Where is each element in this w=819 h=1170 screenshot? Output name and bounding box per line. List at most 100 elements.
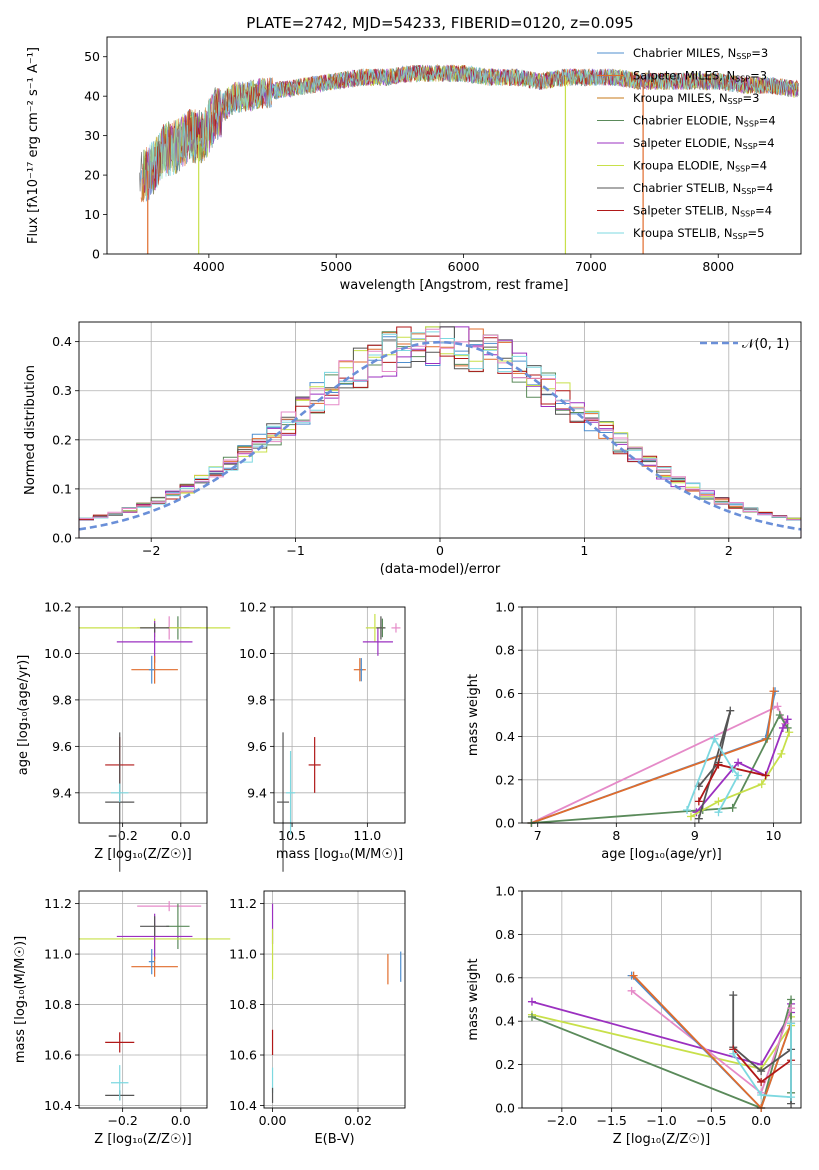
x-tick-label: 8000 xyxy=(702,259,734,274)
series-marker xyxy=(714,760,723,769)
x-axis-label: Z [log₁₀(Z/Z☉)] xyxy=(613,1132,710,1147)
y-tick-label: 10.6 xyxy=(229,1048,257,1063)
x-tick-label: −2.0 xyxy=(547,1113,577,1128)
legend-label: Chabrier ELODIE, NSSP=4 xyxy=(633,114,776,129)
y-tick-label: 9.4 xyxy=(247,785,267,800)
series-line xyxy=(690,731,791,818)
series-marker xyxy=(757,1090,766,1099)
histogram-step xyxy=(78,328,802,538)
y-tick-label: 10.4 xyxy=(229,1098,257,1113)
x-tick-label: −1.5 xyxy=(596,1113,626,1128)
spectrum-line xyxy=(144,64,799,193)
massweight-vs-metallicity-panel: −2.0 −1.5 −1.0 −0.5 0.0 0.0 0.2 0.4 0.6 0.8 1.0 Z [… xyxy=(466,884,802,1147)
series-marker xyxy=(694,797,703,806)
y-axis-label: mass weight xyxy=(466,958,481,1040)
y-tick-label: 10.2 xyxy=(44,600,72,615)
x-axis-label: (data-model)/error xyxy=(380,562,501,577)
x-tick-label: 10.5 xyxy=(278,828,306,843)
y-tick-label: 11.2 xyxy=(44,896,72,911)
series-marker xyxy=(683,806,692,815)
series-marker xyxy=(729,991,738,1000)
x-tick-label: 0.00 xyxy=(259,1113,287,1128)
series-marker xyxy=(728,803,737,812)
series-marker xyxy=(728,765,737,773)
y-tick-label: 0.4 xyxy=(495,1014,515,1029)
x-tick-label: 6000 xyxy=(448,259,480,274)
x-tick-label: 1 xyxy=(580,543,588,558)
x-tick-label: 0.02 xyxy=(344,1113,372,1128)
axes-frame xyxy=(521,606,802,824)
x-tick-label: 0.0 xyxy=(171,1113,191,1128)
residuals-panel: −2 −1 0 1 2 0.0 0.1 0.2 0.3 0.4 (data-model)/error… xyxy=(23,321,802,577)
series-marker xyxy=(787,1004,796,1013)
x-tick-label: 0 xyxy=(436,543,444,558)
y-tick-label: 0.8 xyxy=(495,927,515,942)
series-marker xyxy=(773,702,782,711)
axes-frame xyxy=(106,36,802,255)
y-tick-label: 10.4 xyxy=(44,1098,72,1113)
y-tick-label: 11.0 xyxy=(44,947,72,962)
y-axis-label: Flux [fλ10⁻¹⁷ erg cm⁻² s⁻¹ A⁻¹] xyxy=(26,47,41,244)
series-marker xyxy=(787,1019,796,1028)
y-tick-label: 0.6 xyxy=(495,686,515,701)
y-tick-label: 0.0 xyxy=(495,816,515,831)
mass-vs-metallicity-panel: −0.2 0.0 10.4 10.6 10.8 11.0 11.2 Z [log₁₀(Z/Z☉… xyxy=(13,890,231,1147)
x-tick-label: −1 xyxy=(286,543,304,558)
legend-label: Chabrier STELIB, NSSP=4 xyxy=(633,181,773,196)
y-tick-label: 20 xyxy=(84,168,100,183)
x-tick-label: 11.0 xyxy=(353,828,381,843)
x-axis-label: mass [log₁₀(M/M☉)] xyxy=(276,847,403,862)
legend-label: Chabrier MILES, NSSP=3 xyxy=(633,46,768,61)
x-tick-label: −2 xyxy=(142,543,160,558)
series-marker xyxy=(629,971,638,980)
y-tick-label: 1.0 xyxy=(495,600,515,615)
figure-title: PLATE=2742, MJD=54233, FIBERID=0120, z=0… xyxy=(246,14,633,32)
x-tick-label: −1.0 xyxy=(646,1113,676,1128)
y-tick-label: 0.2 xyxy=(495,1057,515,1072)
x-tick-label: 4000 xyxy=(193,259,225,274)
axes-frame xyxy=(78,606,208,824)
y-axis-label: age [log₁₀(age/yr)] xyxy=(16,655,31,776)
series-marker xyxy=(710,734,719,743)
y-tick-label: 10.0 xyxy=(239,646,267,661)
y-tick-label: 0.2 xyxy=(52,432,72,447)
y-tick-label: 0.8 xyxy=(495,643,515,658)
legend-label: Kroupa ELODIE, NSSP=4 xyxy=(633,159,767,174)
series-marker xyxy=(714,808,723,817)
series-line xyxy=(531,691,776,824)
spectrum-line xyxy=(145,65,799,202)
y-tick-label: 10.6 xyxy=(44,1048,72,1063)
age-vs-metallicity-panel: −0.2 0.0 9.4 9.6 9.8 10.0 10.2 Z [log₁₀(Z/Z☉)] a… xyxy=(16,600,231,872)
x-axis-label: Z [log₁₀(Z/Z☉)] xyxy=(94,1132,191,1147)
series-marker xyxy=(757,780,766,789)
age-vs-mass-panel: 10.5 11.0 9.4 9.6 9.8 10.0 10.2 mass [log₁₀(M/M… xyxy=(239,600,406,872)
y-tick-label: 0.6 xyxy=(495,970,515,985)
legend-label: Salpeter ELODIE, NSSP=4 xyxy=(633,136,775,151)
axes-frame xyxy=(78,890,208,1109)
series-line xyxy=(732,1023,792,1099)
series-marker xyxy=(729,1049,738,1058)
y-tick-label: 30 xyxy=(84,128,100,143)
y-tick-label: 11.2 xyxy=(229,896,257,911)
y-tick-label: 0.0 xyxy=(495,1101,515,1116)
y-axis-label: Normed distribution xyxy=(23,365,38,495)
y-tick-label: 9.4 xyxy=(52,785,72,800)
legend-label: Kroupa MILES, NSSP=3 xyxy=(633,91,759,106)
series-marker xyxy=(777,749,786,758)
x-tick-label: 7000 xyxy=(575,259,607,274)
series-marker xyxy=(734,758,743,767)
x-tick-label: 0.0 xyxy=(751,1113,771,1128)
series-line xyxy=(531,691,775,824)
x-axis-label: age [log₁₀(age/yr)] xyxy=(601,847,722,862)
axes-frame xyxy=(273,606,406,824)
series-marker xyxy=(734,771,743,780)
y-axis-label: mass weight xyxy=(466,674,481,756)
axes-frame xyxy=(263,890,406,1109)
series-marker xyxy=(757,1077,766,1086)
y-tick-label: 9.6 xyxy=(247,739,267,754)
x-tick-label: 0.0 xyxy=(171,828,191,843)
x-tick-label: 2 xyxy=(725,543,733,558)
series-marker xyxy=(726,706,735,715)
y-tick-label: 0.1 xyxy=(52,481,72,496)
y-axis-label: mass [log₁₀(M/M☉)] xyxy=(13,936,28,1063)
